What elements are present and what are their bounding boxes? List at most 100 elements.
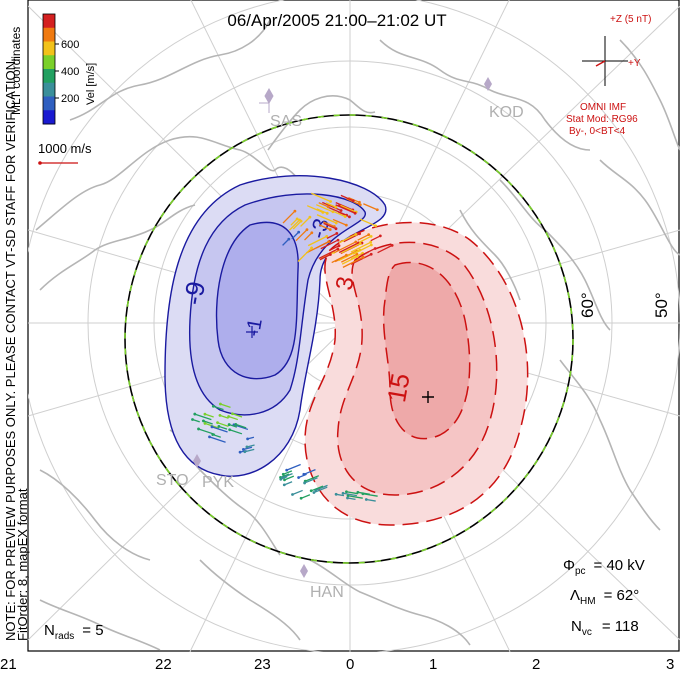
velocity-vector — [334, 241, 357, 254]
velocity-vector — [229, 429, 243, 435]
velocity-vector-origin — [309, 489, 313, 493]
velocity-vector — [212, 433, 221, 438]
velocity-vector-origin — [231, 412, 234, 416]
velocity-vector-origin — [218, 413, 222, 417]
velocity-vector-origin — [299, 496, 303, 500]
mlt-tick: 1 — [429, 656, 437, 673]
mlt-tick: 21 — [0, 656, 17, 673]
velocity-vector — [235, 423, 247, 429]
velocity-vector-origin — [358, 232, 361, 236]
velocity-vector-origin — [285, 468, 289, 472]
velocity-vector-origin — [373, 247, 377, 250]
cross-polar-potential: Φpc = 40 kV — [563, 557, 645, 577]
colorbar-label: 400 — [61, 66, 79, 78]
velocity-vector-origin — [308, 215, 312, 219]
velocity-vector — [203, 420, 213, 425]
velocity-vector — [282, 472, 293, 479]
velocity-vector — [318, 224, 331, 231]
velocity-vector-origin — [390, 243, 394, 247]
velocity-vector-origin — [348, 215, 351, 219]
velocity-vector-origin — [227, 415, 231, 418]
velocity-vectors — [191, 192, 394, 502]
velocity-vector — [320, 239, 339, 250]
velocity-vector-origin — [312, 491, 316, 494]
velocity-vector — [366, 498, 376, 502]
velocity-vector-origin — [344, 253, 348, 257]
velocity-vector — [350, 241, 371, 253]
velocity-vector-origin — [281, 472, 285, 476]
latitude-label: 60° — [578, 292, 597, 318]
velocity-vector-origin — [238, 450, 242, 454]
mlt-tick: 0 — [346, 656, 354, 673]
velocity-colorbar: 600 400 200 Vel [m/s] MLT coordinates — [9, 13, 97, 125]
velocity-vector — [228, 415, 239, 421]
velocity-vector-origin — [334, 221, 338, 225]
colorbar-swatch — [43, 110, 55, 125]
velocity-vector — [283, 470, 293, 475]
velocity-vector — [332, 218, 347, 226]
colorbar-swatch — [43, 55, 55, 70]
colorbar-unit: Vel [m/s] — [85, 63, 97, 105]
station-label: STO — [156, 472, 189, 489]
velocity-vector-origin — [343, 215, 347, 218]
velocity-vector — [300, 494, 311, 499]
velocity-vector-origin — [353, 211, 357, 215]
map-statistics: Φpc = 40 kV ΛHM = 62° Nvc = 118 Nrads = 5 — [44, 557, 645, 642]
velocity-vector — [289, 219, 301, 231]
velocity-vector-origin — [203, 412, 207, 416]
velocity-vector-origin — [331, 210, 335, 214]
velocity-vector-origin — [202, 419, 205, 423]
velocity-vector — [316, 214, 337, 224]
velocity-vector-origin — [369, 252, 373, 256]
velocity-vector — [304, 232, 313, 241]
colorbar-label: 600 — [61, 39, 79, 51]
velocity-vector-origin — [297, 476, 300, 479]
mlt-tick: 3 — [666, 656, 674, 673]
velocity-vector-origin — [339, 209, 343, 212]
velocity-vector — [315, 484, 328, 491]
velocity-vector-origin — [310, 246, 314, 250]
velocity-vector-origin — [228, 428, 232, 432]
velocity-vector — [341, 256, 358, 265]
velocity-vector — [359, 218, 376, 227]
velocity-vector-origin — [346, 494, 350, 498]
velocity-vector — [209, 436, 226, 443]
velocity-vector-origin — [334, 205, 338, 209]
colorbar-swatch — [43, 82, 55, 97]
velocity-vector-origin — [299, 219, 303, 223]
velocity-vector — [310, 485, 324, 492]
velocity-vector-origin — [334, 492, 338, 496]
velocity-vector — [311, 192, 331, 203]
velocity-vector-origin — [356, 490, 360, 494]
colorbar-swatch — [43, 96, 55, 111]
velocity-vector-origin — [336, 247, 340, 251]
colorbar-swatch — [43, 69, 55, 84]
station-label: PYK — [202, 474, 234, 491]
velocity-vector — [377, 244, 393, 254]
velocity-vector-origin — [346, 496, 349, 500]
velocity-vector — [244, 448, 255, 453]
velocity-vector — [286, 463, 301, 471]
velocity-vector — [213, 405, 224, 411]
velocity-vector-origin — [369, 234, 373, 238]
velocity-vector-origin — [337, 244, 341, 248]
colorbar-swatch — [43, 14, 55, 29]
velocity-vector — [342, 492, 357, 497]
velocity-vector-origin — [293, 209, 297, 213]
velocity-vector-origin — [211, 433, 215, 436]
velocity-vector-origin — [291, 493, 294, 496]
hm-boundary-dash — [124, 114, 574, 564]
velocity-vector-origin — [246, 437, 250, 441]
velocity-vector-origin — [203, 422, 207, 425]
colorbar-label: 200 — [61, 93, 79, 105]
coordinate-system-label: MLT coordinates — [9, 27, 23, 115]
velocity-vector — [338, 249, 361, 262]
velocity-vector-origin — [321, 210, 325, 214]
velocity-vector — [328, 245, 340, 252]
velocity-vector — [323, 222, 337, 230]
velocity-vector-origin — [369, 243, 373, 247]
velocity-vector — [298, 473, 307, 479]
velocity-vector-origin — [193, 412, 197, 416]
velocity-vector-origin — [361, 255, 365, 259]
